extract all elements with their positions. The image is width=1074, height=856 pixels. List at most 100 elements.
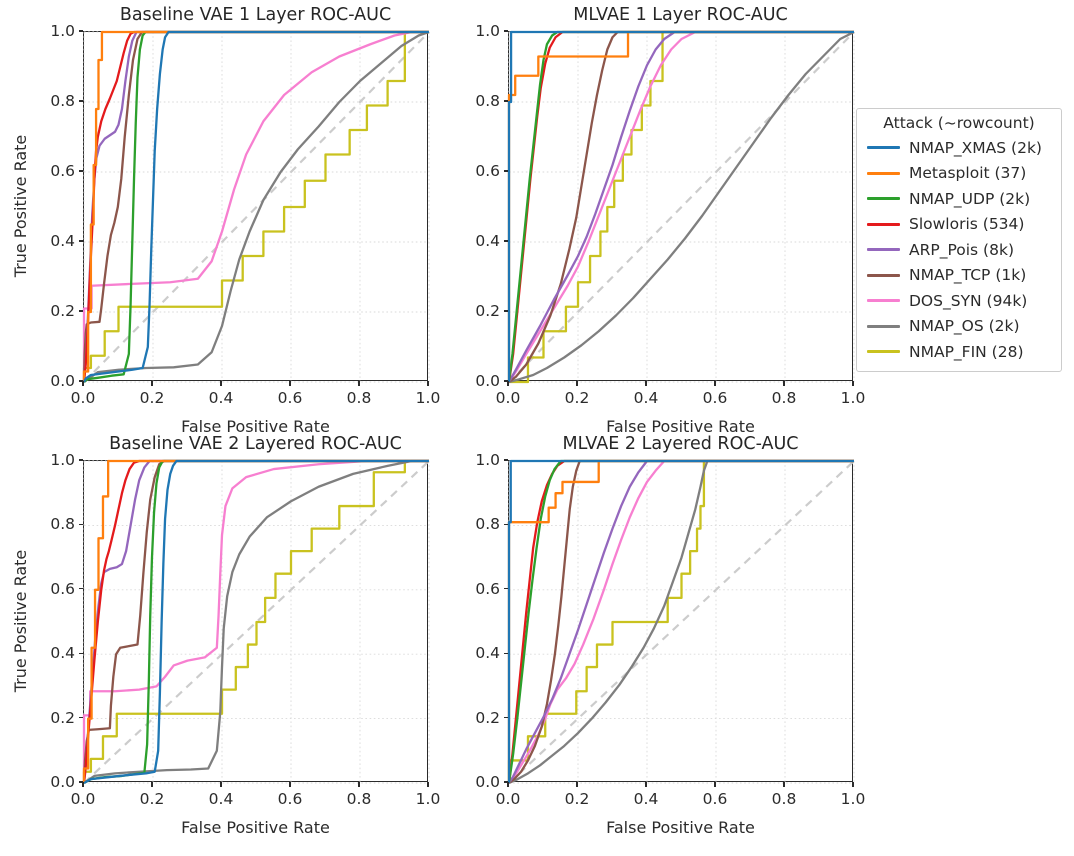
legend-color-swatch <box>867 248 900 252</box>
roc-curve <box>82 459 429 784</box>
y-tick-label: 0.6 <box>50 162 75 180</box>
roc-curves <box>82 459 430 785</box>
roc-curve <box>508 459 854 784</box>
y-tick-label: 1.0 <box>475 451 500 469</box>
roc-curve <box>82 459 429 783</box>
x-tick-mark <box>358 782 360 787</box>
x-tick-mark <box>427 782 429 787</box>
x-tick-mark <box>714 782 716 787</box>
roc-curve <box>507 30 854 383</box>
roc-curve <box>83 459 429 785</box>
roc-curve <box>508 30 854 383</box>
y-tick-label: 0.6 <box>475 579 500 598</box>
x-tick-label: 0.0 <box>495 790 521 808</box>
legend-color-swatch <box>867 146 900 150</box>
legend-item[interactable]: DOS_SYN (94k) <box>857 288 1061 314</box>
legend-item[interactable]: NMAP_FIN (28) <box>857 339 1061 365</box>
roc-curves <box>82 30 430 383</box>
x-tick-label: 0.4 <box>633 389 659 407</box>
x-tick-label: 0.6 <box>702 389 728 407</box>
legend-item[interactable]: NMAP_TCP (1k) <box>857 263 1061 289</box>
x-axis-label: False Positive Rate <box>606 818 755 837</box>
y-tick-mark <box>78 170 83 172</box>
plot-area <box>82 30 430 383</box>
legend-item-label: Metasploit (37) <box>909 164 1027 183</box>
y-tick-mark <box>503 716 508 719</box>
x-tick-mark <box>576 782 578 787</box>
roc-curve <box>507 459 854 783</box>
roc-curve <box>508 459 854 784</box>
legend-item[interactable]: NMAP_UDP (2k) <box>857 186 1061 212</box>
y-tick-mark <box>503 30 508 32</box>
y-tick-label: 0.4 <box>50 644 75 663</box>
x-tick-mark <box>151 381 153 386</box>
legend-item-label: ARP_Pois (8k) <box>909 240 1014 259</box>
x-tick-mark <box>82 381 84 386</box>
legend-item-label: DOS_SYN (94k) <box>909 291 1028 310</box>
roc-curve <box>509 30 854 384</box>
roc-curve <box>82 459 429 783</box>
legend-bottom-padding <box>857 365 1061 371</box>
legend-item[interactable]: Slowloris (534) <box>857 212 1061 238</box>
legend-item-label: NMAP_FIN (28) <box>909 342 1024 361</box>
y-tick-mark <box>503 459 508 461</box>
roc-curve <box>508 30 855 384</box>
x-tick-label: 0.8 <box>771 389 797 407</box>
y-tick-mark <box>78 100 83 102</box>
legend: Attack (~rowcount) NMAP_XMAS (2k) Metasplo… <box>856 108 1062 372</box>
legend-item-label: NMAP_OS (2k) <box>909 317 1020 336</box>
y-tick-mark <box>78 523 83 526</box>
y-tick-mark <box>78 716 83 719</box>
y-tick-mark <box>78 380 83 382</box>
roc-curve <box>82 459 429 783</box>
y-tick-label: 1.0 <box>475 22 500 40</box>
plot-area <box>507 459 855 785</box>
x-tick-label: 0.2 <box>564 790 590 808</box>
roc-curve <box>82 30 429 383</box>
x-tick-mark <box>576 381 578 386</box>
legend-color-swatch <box>867 299 900 303</box>
y-tick-label: 0.0 <box>475 773 500 791</box>
x-axis-label: False Positive Rate <box>181 818 330 837</box>
x-tick-label: 0.2 <box>564 389 590 407</box>
x-tick-mark <box>852 381 854 386</box>
x-tick-label: 0.8 <box>346 389 372 407</box>
panel-title: Baseline VAE 1 Layer ROC-AUC <box>119 5 392 25</box>
y-tick-mark <box>503 170 508 172</box>
legend-color-swatch <box>867 197 900 201</box>
y-tick-mark <box>503 100 508 102</box>
chance-diagonal <box>83 460 430 784</box>
x-tick-mark <box>289 381 291 386</box>
x-tick-label: 1.0 <box>840 389 866 407</box>
legend-item-label: Slowloris (534) <box>909 215 1025 234</box>
plot-area <box>507 30 855 384</box>
panel-title: Baseline VAE 2 Layered ROC-AUC <box>109 434 402 454</box>
y-tick-label: 0.8 <box>50 92 75 110</box>
y-tick-mark <box>78 459 83 461</box>
y-tick-label: 0.4 <box>475 644 500 663</box>
panel-title: MLVAE 2 Layered ROC-AUC <box>562 434 799 454</box>
roc-curve <box>507 459 854 783</box>
y-tick-label: 0.8 <box>475 92 500 110</box>
y-tick-label: 0.2 <box>50 708 75 727</box>
y-tick-label: 0.0 <box>475 372 500 390</box>
x-tick-label: 0.2 <box>139 790 165 808</box>
y-tick-mark <box>503 310 508 312</box>
roc-curve <box>508 459 854 785</box>
x-tick-label: 0.0 <box>495 389 521 407</box>
x-tick-label: 0.4 <box>208 790 234 808</box>
legend-item[interactable]: ARP_Pois (8k) <box>857 237 1061 263</box>
legend-item[interactable]: NMAP_XMAS (2k) <box>857 135 1061 161</box>
y-tick-label: 0.2 <box>475 708 500 727</box>
roc-curve <box>508 459 854 784</box>
x-tick-mark <box>427 381 429 386</box>
x-axis-label: False Positive Rate <box>606 417 755 436</box>
plot-area <box>82 459 430 785</box>
legend-color-swatch <box>867 350 900 354</box>
legend-item[interactable]: NMAP_OS (2k) <box>857 314 1061 340</box>
legend-item[interactable]: Metasploit (37) <box>857 161 1061 187</box>
